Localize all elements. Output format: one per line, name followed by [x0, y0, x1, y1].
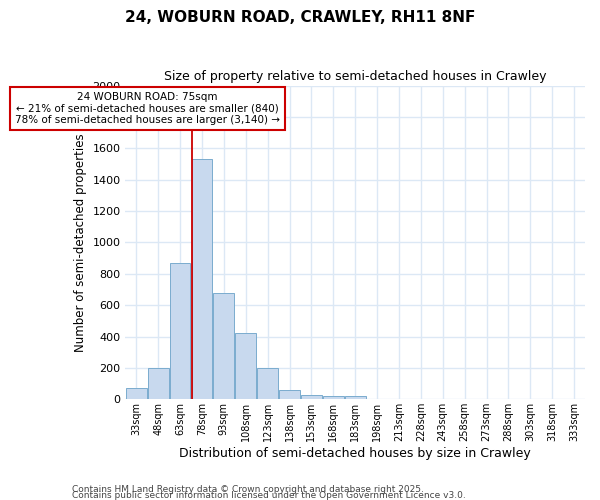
Y-axis label: Number of semi-detached properties: Number of semi-detached properties — [74, 133, 87, 352]
Title: Size of property relative to semi-detached houses in Crawley: Size of property relative to semi-detach… — [164, 70, 547, 83]
Bar — [235, 334, 256, 400]
X-axis label: Distribution of semi-detached houses by size in Crawley: Distribution of semi-detached houses by … — [179, 447, 531, 460]
Bar — [279, 390, 300, 400]
Bar — [214, 292, 234, 400]
Bar — [345, 396, 365, 400]
Bar — [191, 160, 212, 400]
Bar — [170, 263, 190, 400]
Bar — [148, 368, 169, 400]
Bar — [257, 368, 278, 400]
Bar — [301, 394, 322, 400]
Bar — [126, 388, 146, 400]
Text: 24, WOBURN ROAD, CRAWLEY, RH11 8NF: 24, WOBURN ROAD, CRAWLEY, RH11 8NF — [125, 10, 475, 25]
Bar — [323, 396, 344, 400]
Text: Contains public sector information licensed under the Open Government Licence v3: Contains public sector information licen… — [72, 490, 466, 500]
Text: 24 WOBURN ROAD: 75sqm
← 21% of semi-detached houses are smaller (840)
78% of sem: 24 WOBURN ROAD: 75sqm ← 21% of semi-deta… — [15, 92, 280, 125]
Text: Contains HM Land Registry data © Crown copyright and database right 2025.: Contains HM Land Registry data © Crown c… — [72, 485, 424, 494]
